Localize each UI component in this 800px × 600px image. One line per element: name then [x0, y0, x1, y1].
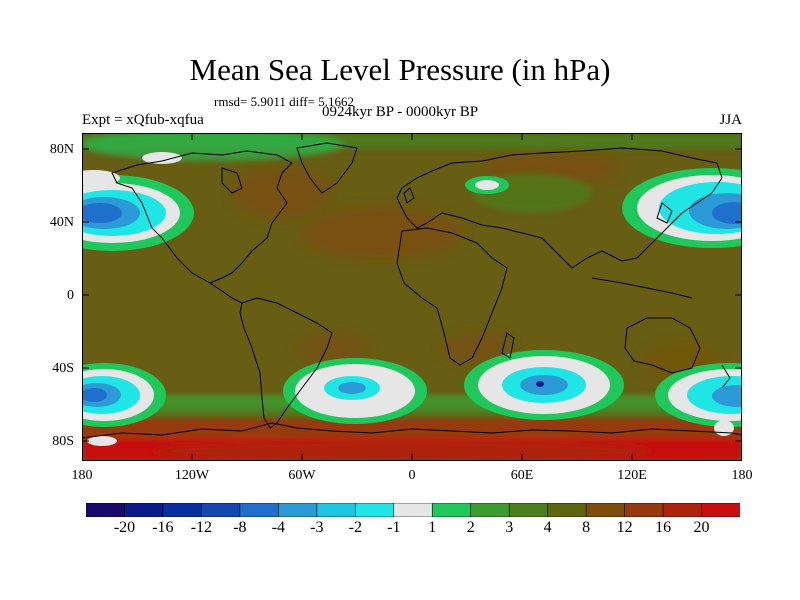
experiment-label: Expt = xQfub-xqfua	[82, 112, 204, 128]
colorbar-label: 20	[693, 519, 710, 536]
colorbar-label: -16	[152, 519, 174, 536]
statistics-label: rmsd= 5.9011 diff= 5.1662	[214, 94, 354, 109]
colorbar-label: -2	[348, 519, 362, 536]
colorbar-label: -4	[271, 519, 286, 536]
hudson-bay	[221, 167, 243, 194]
south-pacific-low-cell	[82, 363, 166, 427]
greenland-coast	[296, 142, 358, 194]
colorbar-swatch	[162, 503, 203, 517]
north-america-coast	[111, 150, 293, 284]
lon-tick-label: 0	[408, 468, 416, 483]
colorbar-swatch	[239, 503, 279, 517]
colorbar-swatch	[278, 503, 318, 517]
british-isles-coast	[403, 187, 415, 204]
pressure-anomaly-map	[82, 133, 742, 461]
colorbar-label: 12	[616, 519, 633, 536]
south-america-coast	[239, 297, 333, 429]
colorbar-swatch	[624, 503, 664, 517]
north-pacific-low-cell	[82, 175, 194, 251]
colorbar-label: 8	[582, 519, 591, 536]
colorbar-swatch	[201, 503, 241, 517]
lon-tick-label: 180	[71, 468, 93, 483]
southeast-indian-low-cell	[655, 363, 742, 427]
south-indian-low-cell	[464, 350, 624, 420]
colorbar-label: 4	[543, 519, 552, 536]
colorbar-swatch	[508, 503, 549, 517]
colorbar-swatch	[393, 503, 433, 517]
colorbar-swatch	[701, 503, 740, 517]
australia-coast	[624, 317, 701, 374]
season-label: JJA	[719, 112, 742, 128]
colorbar-label: -1	[387, 519, 401, 536]
axis-ticks	[82, 133, 742, 461]
colorbar-label: -20	[113, 519, 136, 536]
period-label: 0924kyr BP - 0000kyr BP	[322, 104, 479, 120]
colorbar-label: 3	[505, 519, 514, 536]
colorbar-swatch	[470, 503, 510, 517]
lat-tick-label: 0	[67, 288, 74, 303]
central-america-coast	[209, 282, 243, 304]
colorbar-swatch	[662, 503, 703, 517]
colorbar-label: 1	[428, 519, 437, 536]
south-atlantic-low-cell	[283, 358, 427, 424]
positive-anomaly-layer	[232, 153, 722, 383]
lon-tick-label: 60E	[510, 468, 534, 483]
colorbar-swatch	[86, 503, 126, 517]
lon-tick-label: 60W	[288, 468, 316, 483]
lat-tick-label: 40N	[49, 215, 74, 230]
lon-tick-label: 180	[731, 468, 753, 483]
colorbar-swatch	[547, 503, 587, 517]
eurasia-coast	[396, 147, 723, 269]
coastlines	[82, 142, 742, 439]
colorbar-swatch	[124, 503, 164, 517]
plot-title: Mean Sea Level Pressure (in hPa)	[189, 52, 611, 87]
colorbar-label: -8	[233, 519, 247, 536]
arctic-low-cells	[82, 152, 734, 446]
japan-coast	[656, 202, 673, 224]
colorbar-label: -12	[190, 519, 213, 536]
lat-tick-label: 40S	[52, 361, 74, 376]
lat-tick-label: 80N	[49, 142, 74, 157]
lat-tick-label: 80S	[52, 434, 74, 449]
antarctica-coast	[82, 422, 742, 439]
colorbar-swatch	[585, 503, 626, 517]
antarctic-high-layer	[82, 418, 742, 461]
colorbar-label: -3	[310, 519, 324, 536]
lon-tick-label: 120W	[174, 468, 210, 483]
colorbar-swatch	[431, 503, 472, 517]
lon-tick-label: 120E	[617, 468, 647, 483]
colorbar-swatch	[354, 503, 395, 517]
africa-coast	[396, 227, 508, 366]
maritime-continent-coast	[591, 277, 693, 299]
colorbar	[86, 503, 740, 517]
colorbar-label: 2	[466, 519, 475, 536]
colorbar-swatch	[316, 503, 356, 517]
colorbar-label: 16	[655, 519, 672, 536]
madagascar-coast	[501, 332, 515, 359]
new-zealand-coast	[721, 364, 731, 389]
